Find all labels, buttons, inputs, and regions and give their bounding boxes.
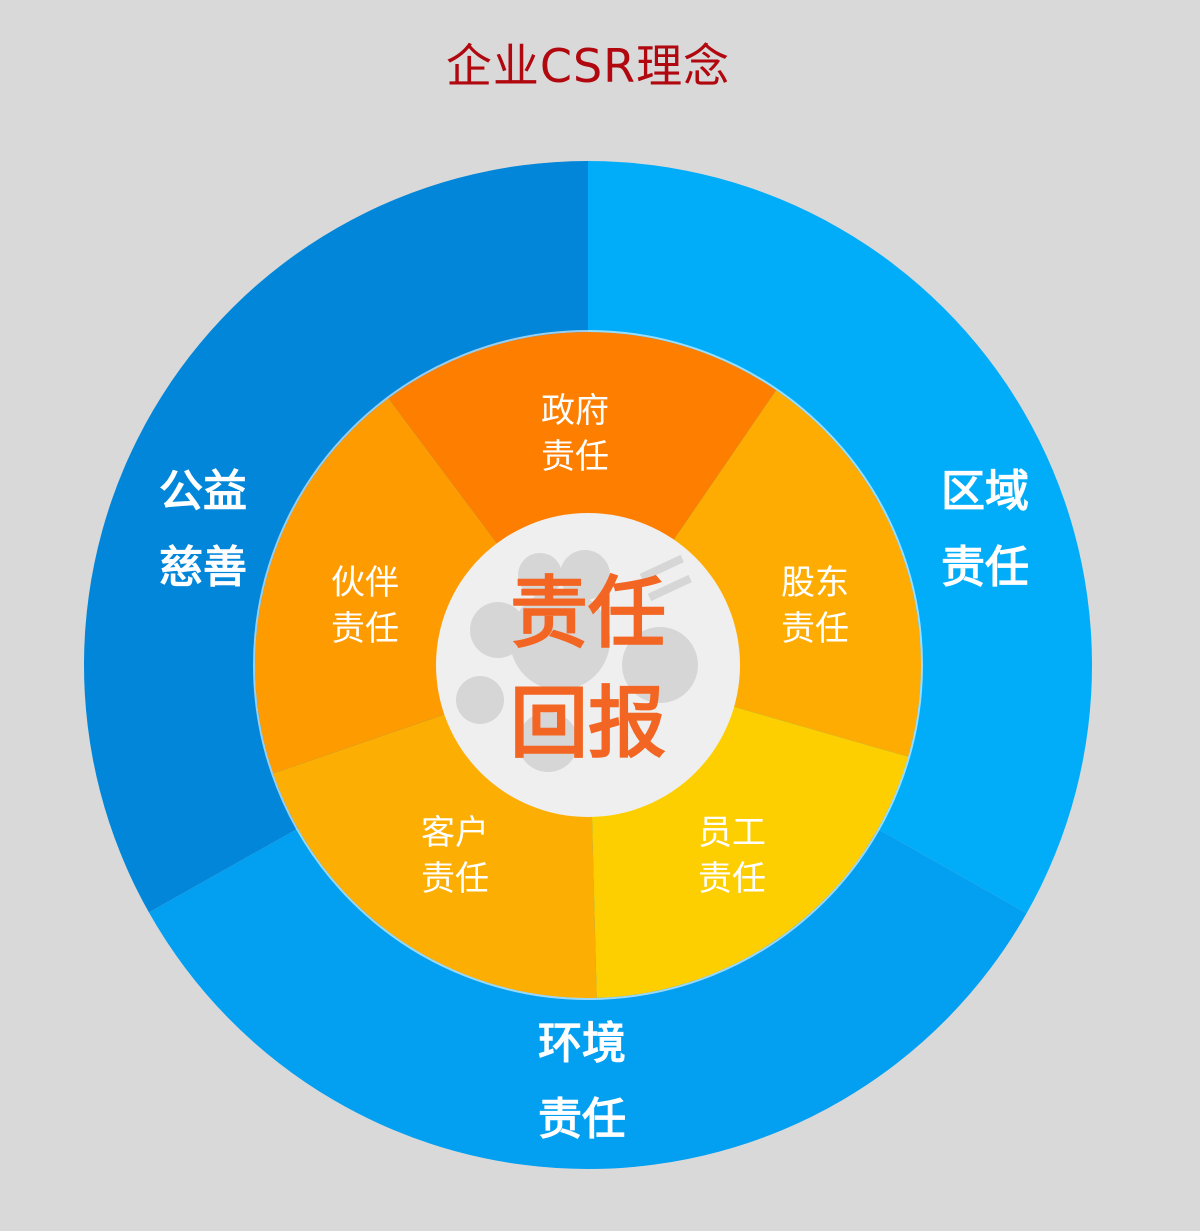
inner-ring-border bbox=[253, 330, 923, 1000]
inner-label-employee-line2: 责任 bbox=[698, 859, 766, 899]
outer-label-charity-line1: 公益 bbox=[159, 466, 247, 517]
inner-label-government-line2: 责任 bbox=[541, 437, 609, 477]
inner-label-partner-line1: 伙伴 bbox=[331, 563, 399, 603]
center-text-line2: 回报 bbox=[510, 679, 666, 769]
inner-label-shareholder-line2: 责任 bbox=[781, 609, 849, 649]
inner-label-partner-line2: 责任 bbox=[331, 609, 399, 649]
diagram-title: 企业CSR理念 bbox=[445, 39, 731, 93]
inner-segment-government bbox=[388, 332, 777, 665]
inner-label-customer-line2: 责任 bbox=[421, 859, 489, 899]
center-text-line1: 责任 bbox=[510, 569, 666, 659]
outer-label-environment-line2: 责任 bbox=[538, 1094, 626, 1145]
outer-label-environment-line1: 环境 bbox=[538, 1018, 626, 1069]
outer-label-regional-line1: 区域 bbox=[941, 466, 1029, 517]
inner-label-customer-line1: 客户 bbox=[421, 813, 489, 853]
outer-label-regional-line2: 责任 bbox=[941, 542, 1029, 593]
paw-decoration-icon bbox=[456, 550, 698, 772]
outer-label-charity-line2: 慈善 bbox=[159, 542, 247, 593]
inner-label-government-line1: 政府 bbox=[541, 391, 609, 431]
center-circle: 责任 回报 bbox=[436, 513, 740, 817]
inner-label-employee-line1: 员工 bbox=[698, 813, 766, 853]
inner-label-shareholder-line1: 股东 bbox=[781, 563, 849, 603]
